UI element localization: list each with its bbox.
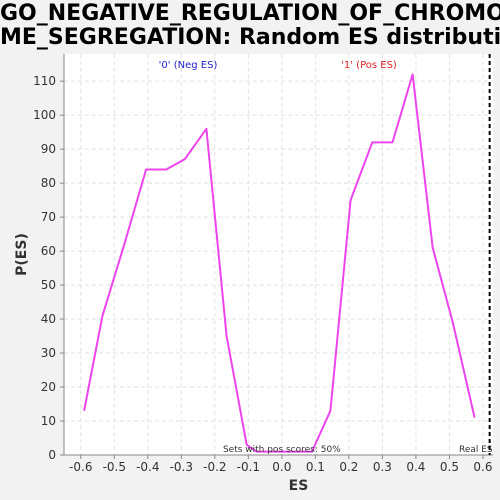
x-tick-label-9: 0.3 — [373, 460, 392, 474]
y-tick-label-9: 90 — [41, 142, 56, 156]
y-tick-label-2: 20 — [41, 380, 56, 394]
pos-scores-note: Sets with pos scores: 50% — [223, 445, 341, 455]
x-tick-label-6: 0.0 — [272, 460, 291, 474]
series-line-0 — [83, 73, 476, 453]
y-tick-label-0: 0 — [48, 448, 56, 462]
y-axis-label: P(ES) — [14, 233, 30, 276]
x-axis-label: ES — [289, 478, 309, 494]
neg-es-label: '0' (Neg ES) — [159, 60, 218, 71]
y-tick-label-4: 40 — [41, 312, 56, 326]
x-tick-label-8: 0.2 — [339, 460, 358, 474]
x-tick-label-3: -0.3 — [170, 460, 193, 474]
x-tick-label-7: 0.1 — [306, 460, 325, 474]
plot-area — [64, 54, 493, 455]
chart-title-line-2: ME_SEGREGATION: Random ES distribution — [0, 25, 500, 50]
y-tick-label-7: 70 — [41, 210, 56, 224]
chart-title-line-1: GO_NEGATIVE_REGULATION_OF_CHROMOSO — [0, 1, 500, 26]
x-tick-label-10: 0.4 — [406, 460, 425, 474]
y-tick-label-8: 80 — [41, 176, 56, 190]
y-tick-label-11: 110 — [33, 74, 56, 88]
x-tick-label-1: -0.5 — [103, 460, 126, 474]
x-tick-label-2: -0.4 — [136, 460, 159, 474]
x-tick-label-0: -0.6 — [69, 460, 92, 474]
y-tick-label-6: 60 — [41, 244, 56, 258]
x-tick-label-11: 0.5 — [440, 460, 459, 474]
y-tick-label-10: 100 — [33, 108, 56, 122]
y-tick-label-5: 50 — [41, 278, 56, 292]
pos-es-label: '1' (Pos ES) — [341, 60, 397, 71]
y-tick-label-1: 10 — [41, 414, 56, 428]
y-tick-label-3: 30 — [41, 346, 56, 360]
x-tick-label-5: -0.1 — [237, 460, 260, 474]
x-tick-label-12: 0.6 — [473, 460, 492, 474]
real-es-label: Real ES — [459, 445, 493, 455]
x-tick-label-4: -0.2 — [203, 460, 226, 474]
